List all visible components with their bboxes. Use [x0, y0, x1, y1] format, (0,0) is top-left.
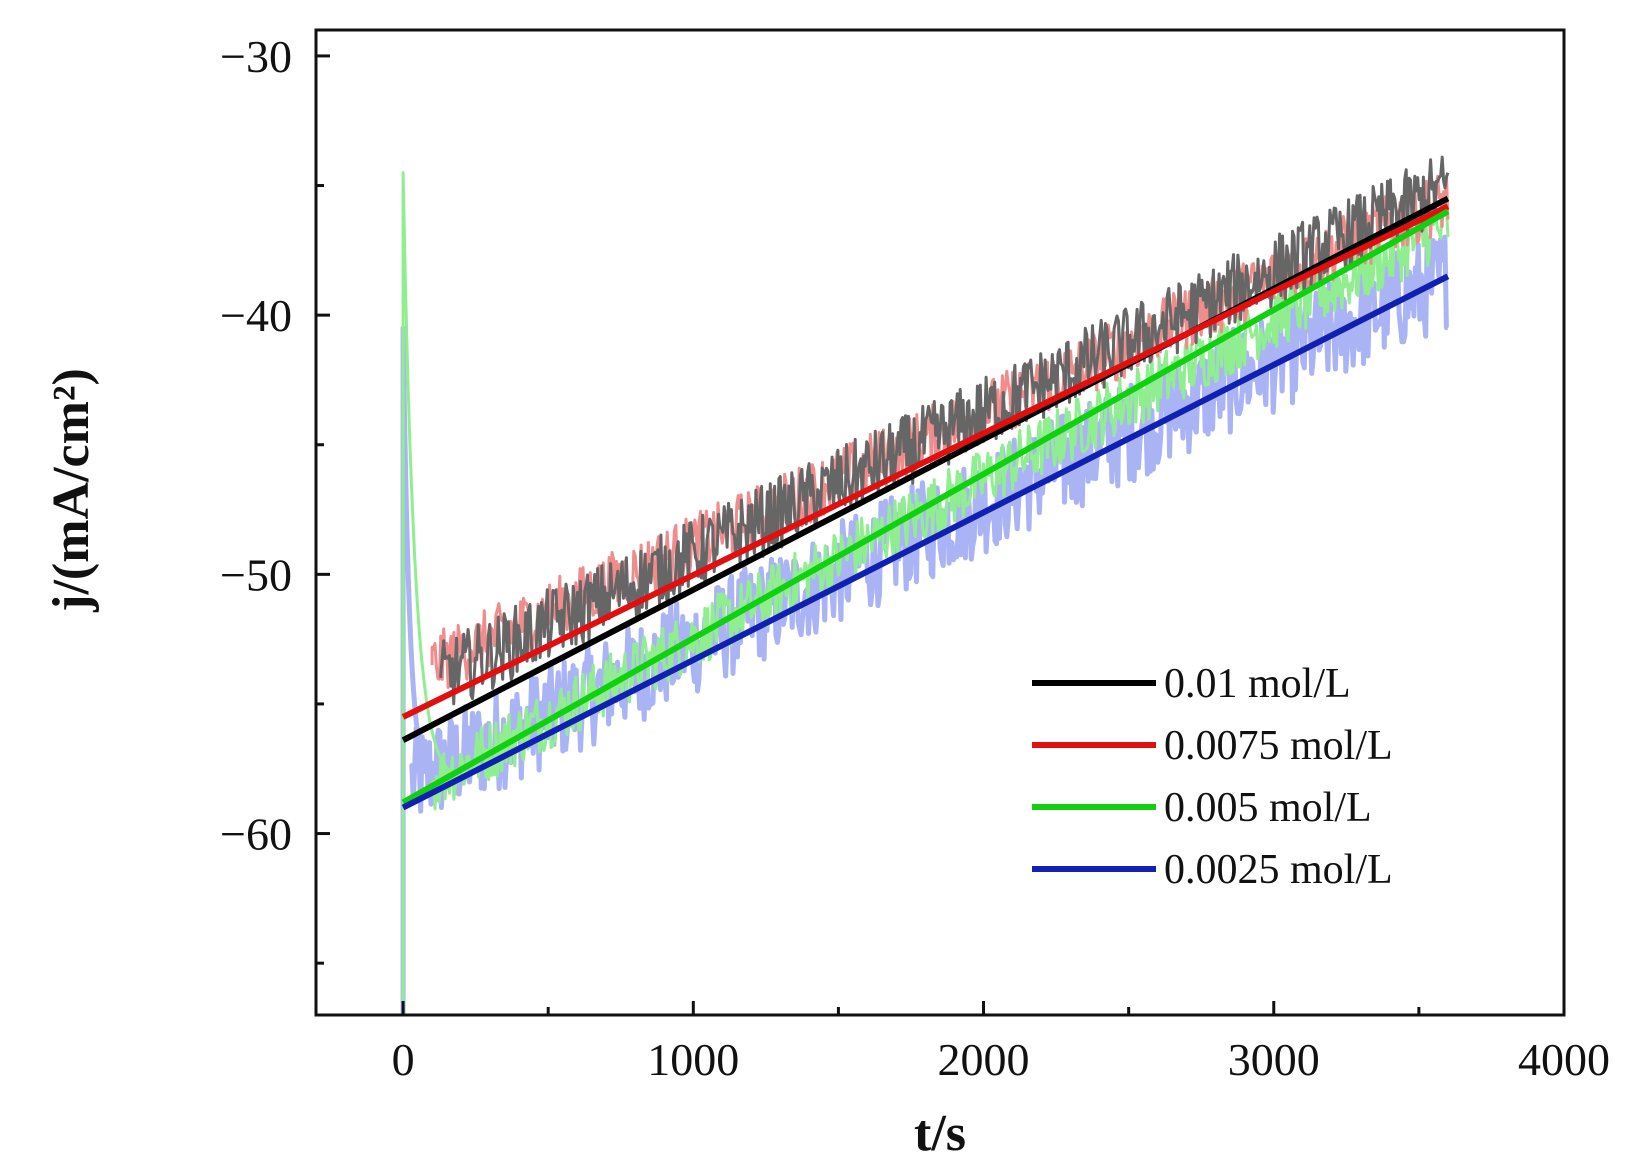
y-tick-label-0: −60	[220, 809, 292, 860]
ticks-layer: 0 1000 2000 3000 4000 −60 −50 −40 −30	[220, 31, 1610, 1085]
plot-frame	[314, 28, 1566, 1017]
legend: 0.01 mol/L 0.0075 mol/L 0.005 mol/L 0.00…	[1032, 661, 1393, 893]
legend-label-3: 0.0025 mol/L	[1164, 847, 1393, 893]
legend-label-0: 0.01 mol/L	[1164, 661, 1351, 707]
y-tick-label-3: −30	[220, 31, 292, 82]
noise-series-0	[439, 155, 1450, 706]
legend-label-2: 0.005 mol/L	[1164, 785, 1372, 831]
x-tick-label-4: 4000	[1518, 1034, 1610, 1085]
fit-line-3	[401, 273, 1450, 811]
x-tick-label-3: 3000	[1228, 1034, 1320, 1085]
y-tick-label-2: −40	[220, 290, 292, 341]
x-tick-label-1: 1000	[647, 1034, 739, 1085]
fit-layer	[401, 195, 1450, 811]
x-axis-title: t/s	[914, 1105, 966, 1162]
y-axis-title: j/(mA/cm²)	[43, 368, 100, 613]
x-tick-label-0: 0	[392, 1034, 415, 1085]
legend-label-1: 0.0075 mol/L	[1164, 723, 1393, 769]
fit-line-1	[401, 203, 1450, 720]
fit-line-2	[401, 208, 1450, 806]
x-tick-label-2: 2000	[938, 1034, 1030, 1085]
y-tick-label-1: −50	[220, 549, 292, 600]
